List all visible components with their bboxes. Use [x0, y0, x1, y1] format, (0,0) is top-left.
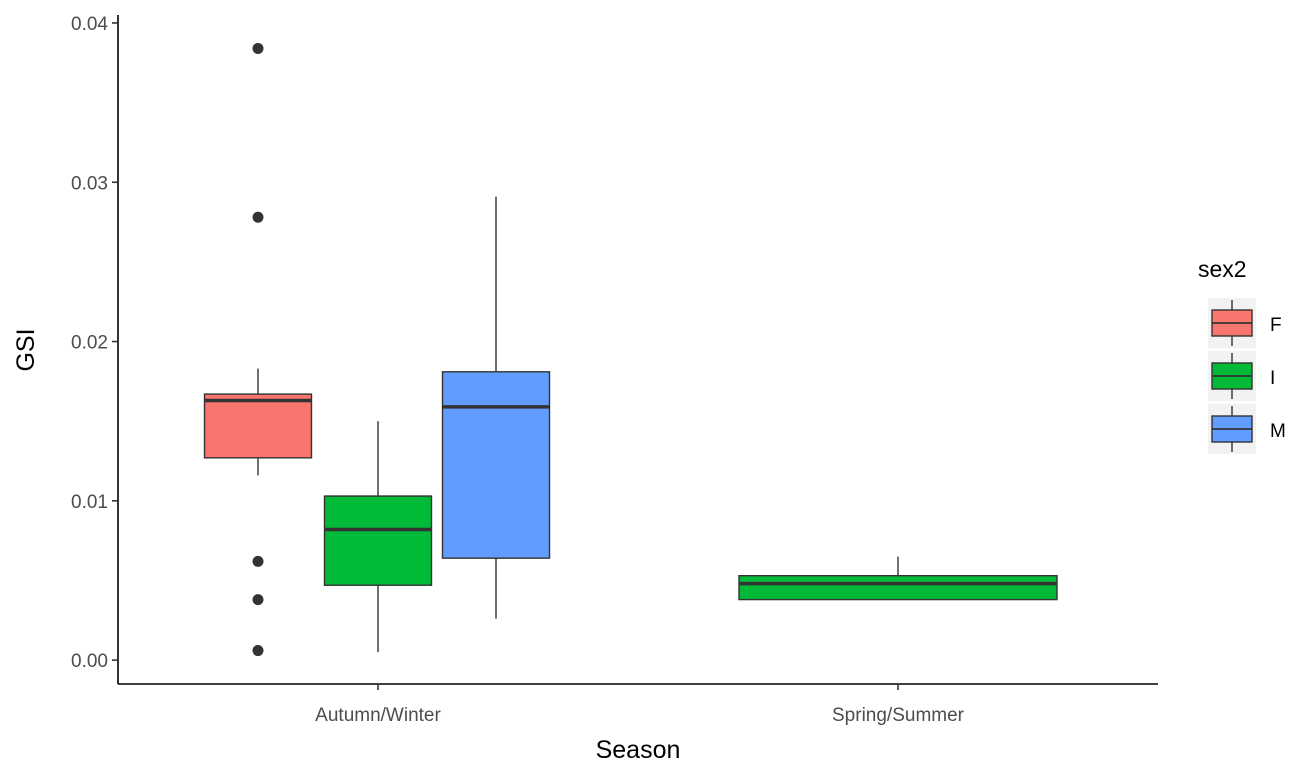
legend-label: F	[1270, 315, 1282, 336]
y-tick-label: 0.02	[71, 333, 108, 354]
outlier-point	[252, 42, 264, 54]
y-tick-label: 0.03	[71, 173, 108, 194]
legend-label: I	[1270, 368, 1275, 389]
y-tick-label: 0.01	[71, 492, 108, 513]
x-axis-ticks: Autumn/Winter Spring/Summer	[315, 684, 965, 726]
legend-title: sex2	[1198, 256, 1247, 282]
legend-key-i: I	[1208, 351, 1275, 401]
outlier-point	[252, 211, 264, 223]
legend-key-f: F	[1208, 298, 1282, 348]
x-tick-label: Spring/Summer	[832, 705, 965, 726]
box-m	[441, 196, 551, 619]
x-tick-label: Autumn/Winter	[315, 705, 441, 726]
legend-key-m: M	[1208, 404, 1286, 454]
outlier-point	[252, 645, 264, 657]
box-body	[441, 371, 551, 559]
box-body	[323, 495, 433, 586]
box-f	[203, 42, 313, 657]
outlier-point	[252, 594, 264, 606]
outlier-point	[252, 555, 264, 567]
legend-label: M	[1270, 421, 1286, 442]
y-tick-label: 0.00	[71, 651, 108, 672]
y-axis-ticks: 0.00 0.01 0.02 0.03 0.04	[71, 14, 118, 672]
box-body	[203, 393, 313, 459]
box-i	[323, 421, 433, 653]
y-tick-label: 0.04	[71, 14, 108, 35]
x-axis-title: Season	[596, 736, 681, 764]
y-axis-title: GSI	[12, 328, 40, 371]
box-i	[738, 556, 1058, 601]
box-body	[738, 574, 1058, 601]
plot-area	[203, 42, 1058, 657]
legend: sex2 F I M	[1198, 256, 1286, 454]
